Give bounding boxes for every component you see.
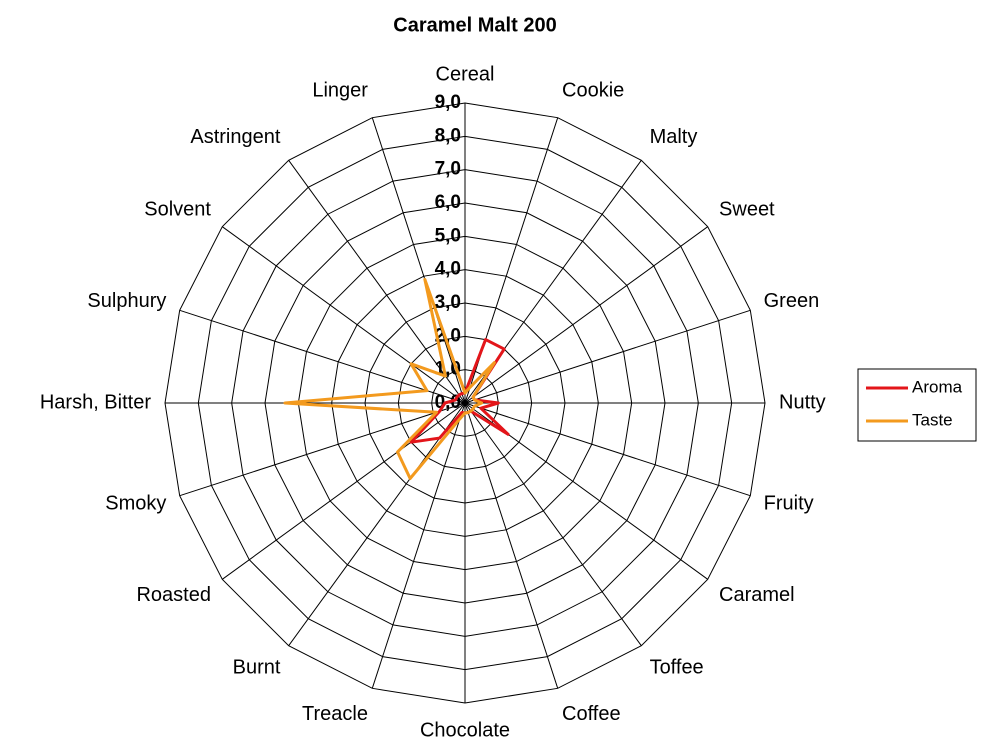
- spoke: [288, 402, 466, 646]
- category-label: Burnt: [233, 657, 281, 679]
- legend-label: Taste: [912, 410, 953, 429]
- category-label: Chocolate: [420, 719, 510, 741]
- spoke: [222, 226, 466, 404]
- legend: Aroma Taste: [866, 377, 963, 429]
- y-tick-label: 2,0: [435, 325, 461, 346]
- spoke: [464, 309, 751, 404]
- category-label: Caramel: [719, 584, 795, 606]
- spoke: [464, 402, 751, 497]
- legend-box: [857, 368, 977, 442]
- category-label: Fruity: [764, 493, 814, 515]
- spoke: [464, 402, 559, 689]
- category-label: Sulphury: [87, 290, 166, 312]
- y-tick-label: 9,0: [435, 92, 461, 113]
- category-label: Astringent: [190, 126, 280, 148]
- chart-title: Caramel Malt 200: [393, 14, 556, 36]
- category-label: Linger: [312, 79, 368, 101]
- spoke: [371, 402, 466, 689]
- category-label: Cereal: [436, 63, 495, 85]
- category-label: Sweet: [719, 198, 775, 220]
- spoke: [464, 402, 642, 646]
- y-tick-label: 7,0: [435, 159, 461, 180]
- y-tick-label: 4,0: [435, 259, 461, 280]
- category-label: Coffee: [562, 703, 621, 725]
- spoke: [222, 402, 466, 580]
- y-tick-label: 8,0: [435, 125, 461, 146]
- y-tick-label: 5,0: [435, 225, 461, 246]
- spoke: [371, 117, 466, 404]
- y-tick-label: 6,0: [435, 192, 461, 213]
- legend-label: Aroma: [912, 377, 963, 396]
- category-label: Harsh, Bitter: [40, 391, 151, 413]
- spoke: [179, 309, 466, 404]
- spoke: [288, 160, 466, 404]
- category-label: Nutty: [779, 391, 826, 413]
- category-label: Roasted: [136, 584, 211, 606]
- plot: [283, 277, 510, 481]
- spoke: [179, 402, 466, 497]
- series-line: [283, 277, 496, 481]
- spoke: [464, 226, 708, 404]
- category-label: Treacle: [302, 703, 368, 725]
- grid: Cereal Cookie Malty Sweet Green Nutty Fruity Ca…: [40, 63, 826, 741]
- category-label: Cookie: [562, 79, 624, 101]
- category-label: Green: [764, 290, 820, 312]
- category-label: Solvent: [144, 198, 211, 220]
- category-label: Toffee: [650, 657, 704, 679]
- y-tick-label: 3,0: [435, 292, 461, 313]
- category-label: Malty: [650, 126, 698, 148]
- category-label: Smoky: [105, 493, 166, 515]
